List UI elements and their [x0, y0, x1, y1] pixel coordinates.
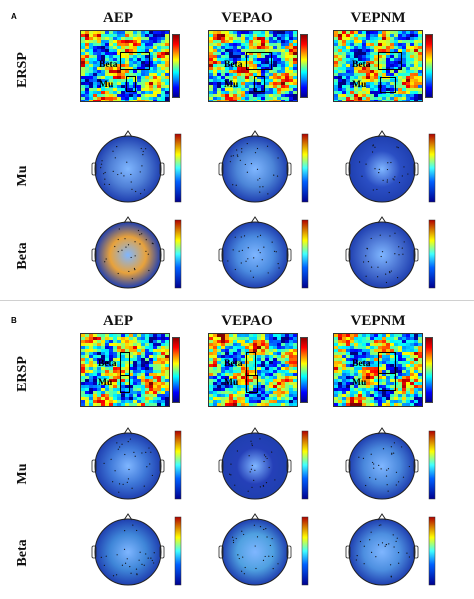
- mu-roi-box: [380, 77, 396, 93]
- topoplot: [345, 427, 436, 500]
- panel-b-ersp-aep: [80, 333, 170, 407]
- panel-b-ersp-vepnm: [333, 333, 423, 407]
- topoplot: [218, 513, 309, 586]
- mu-label: Mu: [352, 80, 367, 90]
- panel-b-row-ersp: ERSP: [15, 356, 30, 392]
- mu-roi-box: [378, 373, 396, 391]
- panel-b-topo-beta-vepnm: [332, 510, 452, 590]
- mu-roi-box: [254, 76, 265, 92]
- panel-a-col-vepnm: VEPNM: [350, 10, 406, 26]
- panel-a-topo-beta-vepao: [205, 213, 325, 293]
- panel-a-col-aep: AEP: [103, 10, 133, 26]
- ersp-heatmap: [209, 31, 297, 101]
- panel-a-letter: A: [11, 12, 17, 21]
- mu-roi-box: [246, 375, 258, 393]
- panel-b-col-aep: AEP: [103, 313, 133, 329]
- topoplot: [91, 427, 182, 500]
- panel-a-ersp-vepao: [208, 30, 298, 102]
- topoplot: [91, 130, 182, 203]
- panel-b-topo-mu-aep: [78, 424, 198, 504]
- panel-a-row-mu: Mu: [15, 165, 30, 187]
- panel-b-topo-mu-vepao: [205, 424, 325, 504]
- beta-label: Beta: [99, 60, 118, 70]
- ersp-heatmap: [334, 31, 422, 101]
- ersp-heatmap: [334, 334, 422, 406]
- mu-label: Mu: [224, 80, 239, 90]
- panel-b-topo-beta-aep: [78, 510, 198, 590]
- beta-label: Beta: [224, 359, 243, 369]
- panel-b-row-mu: Mu: [15, 463, 30, 485]
- panel-a-row-beta: Beta: [15, 242, 30, 270]
- mu-label: Mu: [224, 378, 239, 388]
- ersp-heatmap: [81, 334, 169, 406]
- mu-label: Mu: [352, 378, 367, 388]
- panel-a-topo-beta-vepnm: [332, 213, 452, 293]
- beta-label: Beta: [352, 359, 371, 369]
- ersp-colorbar: [300, 34, 308, 98]
- topoplot: [218, 130, 309, 203]
- panel-divider: [0, 300, 474, 301]
- panel-a-col-vepao: VEPAO: [221, 10, 273, 26]
- topoplot: [218, 216, 309, 289]
- topoplot: [345, 513, 436, 586]
- ersp-colorbar: [300, 337, 308, 403]
- topoplot: [91, 216, 182, 289]
- topoplot: [345, 130, 436, 203]
- beta-roi-box: [246, 352, 256, 376]
- ersp-colorbar: [425, 34, 433, 98]
- beta-roi-box: [246, 52, 272, 70]
- topoplot: [218, 427, 309, 500]
- topoplot: [345, 216, 436, 289]
- ersp-colorbar: [425, 337, 433, 403]
- panel-a-topo-mu-aep: [78, 127, 198, 207]
- panel-b-topo-beta-vepao: [205, 510, 325, 590]
- panel-a-row-ersp: ERSP: [15, 52, 30, 88]
- beta-roi-box: [120, 52, 150, 70]
- beta-label: Beta: [98, 359, 117, 369]
- beta-roi-box: [120, 352, 130, 376]
- mu-roi-box: [120, 375, 130, 393]
- panel-b-col-vepao: VEPAO: [221, 313, 273, 329]
- ersp-heatmap: [209, 334, 297, 406]
- mu-label: Mu: [99, 80, 114, 90]
- panel-b-ersp-vepao: [208, 333, 298, 407]
- ersp-colorbar: [172, 34, 180, 98]
- beta-label: Beta: [224, 60, 243, 70]
- panel-a-topo-mu-vepao: [205, 127, 325, 207]
- ersp-colorbar: [172, 337, 180, 403]
- beta-label: Beta: [352, 60, 371, 70]
- mu-label: Mu: [98, 378, 113, 388]
- topoplot: [91, 513, 182, 586]
- panel-b-letter: B: [11, 316, 17, 325]
- panel-b-row-beta: Beta: [15, 539, 30, 567]
- panel-b-topo-mu-vepnm: [332, 424, 452, 504]
- panel-a-topo-beta-aep: [78, 213, 198, 293]
- mu-roi-box: [126, 76, 136, 92]
- panel-a-ersp-vepnm: [333, 30, 423, 102]
- beta-roi-box: [378, 52, 402, 70]
- beta-roi-box: [378, 352, 396, 374]
- panel-a-topo-mu-vepnm: [332, 127, 452, 207]
- panel-b-col-vepnm: VEPNM: [350, 313, 406, 329]
